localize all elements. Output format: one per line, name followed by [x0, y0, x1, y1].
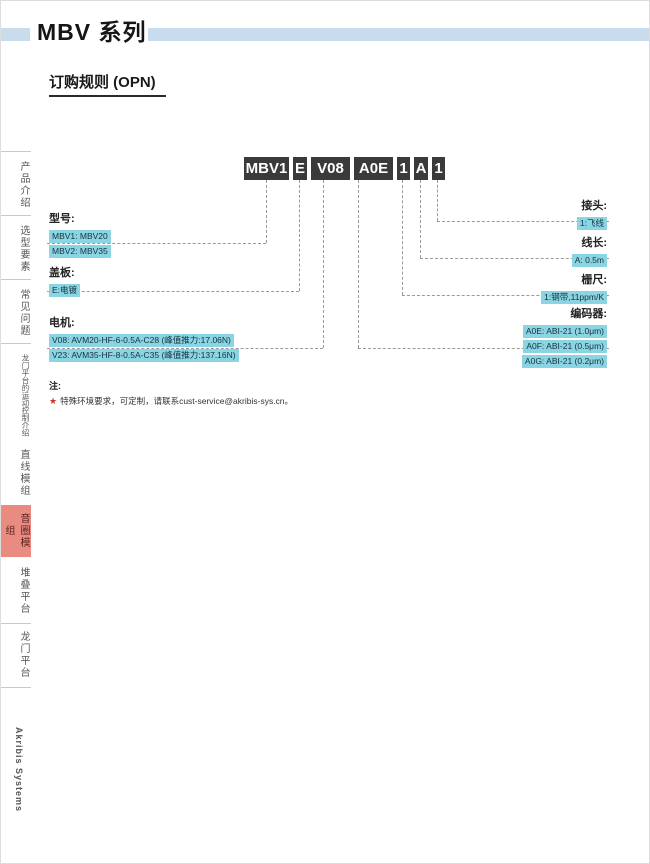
connector-line [402, 295, 609, 296]
part-number-segment: MBV1 [244, 157, 289, 180]
spec-option: 1:飞线 [576, 217, 607, 230]
star-icon: ★ [49, 396, 58, 406]
part-number-segment: A [414, 157, 428, 180]
spec-label: 电机: [49, 317, 75, 329]
spec-label: 编码器: [570, 308, 607, 320]
spec-option: V23: AVM35-HF-8-0.5A-C35 (峰值推力:137.16N) [49, 349, 239, 362]
header-accent-bar-right [148, 28, 649, 41]
sidebar-item-voice-coil-module[interactable]: 音圈模组 [1, 505, 31, 557]
brand-vertical-text: Akribis Systems [14, 727, 24, 813]
connector-line [323, 180, 324, 348]
sidebar-divider [1, 215, 31, 216]
sidebar-item-gantry-motion-control-intro[interactable]: 龙门平台的运动控制介绍 [21, 353, 30, 437]
connector-line [47, 348, 323, 349]
connector-line [402, 180, 403, 295]
connector-line [437, 221, 609, 222]
spec-option: V08: AVM20-HF-6-0.5A-C28 (峰值推力:17.06N) [49, 334, 234, 347]
sidebar-item-faq[interactable]: 常见问题 [18, 289, 29, 337]
sidebar-divider [1, 623, 31, 624]
sidebar-divider [1, 279, 31, 280]
part-number-segment: E [293, 157, 307, 180]
spec-group-motor: 电机: V08: AVM20-HF-6-0.5A-C28 (峰值推力:17.06… [49, 314, 239, 363]
spec-label: 盖板: [49, 267, 75, 279]
sidebar-item-stacked-stage[interactable]: 堆叠平台 [18, 567, 29, 615]
spec-group-connector: 接头: 1:飞线 [576, 197, 607, 231]
sidebar-item-linear-module[interactable]: 直线模组 [18, 449, 29, 497]
spec-group-cover: 盖板: E:电镀 [49, 264, 81, 298]
spec-option: MBV2: MBV35 [49, 245, 111, 258]
part-number-segment: 1 [432, 157, 445, 180]
connector-line [420, 258, 609, 259]
sidebar-item-selection-factors[interactable]: 选型要素 [18, 225, 29, 273]
spec-option: MBV1: MBV20 [49, 230, 111, 243]
section-title: 订购规则 (OPN) [49, 71, 166, 97]
connector-line [420, 180, 421, 258]
connector-line [299, 180, 300, 291]
note-block: 注: ★ 特殊环境要求，可定制，请联系cust-service@akribis-s… [49, 379, 293, 407]
connector-line [358, 180, 359, 348]
connector-line [47, 291, 299, 292]
header-accent-bar-left [1, 28, 30, 41]
sidebar-divider [1, 343, 31, 344]
spec-option: A: 0.5m [571, 254, 607, 267]
spec-group-scale: 栅尺: 1:钢带,11ppm/K [541, 271, 607, 305]
connector-line [47, 243, 266, 244]
spec-group-model: 型号: MBV1: MBV20 MBV2: MBV35 [49, 210, 111, 259]
sidebar-item-product-intro[interactable]: 产品介绍 [18, 161, 29, 209]
spec-option: A0F: ABI-21 (0.5μm) [523, 340, 607, 353]
connector-line [266, 180, 267, 243]
spec-group-encoder: 编码器: A0E: ABI-21 (1.0μm) A0F: ABI-21 (0.… [521, 305, 607, 369]
sidebar-divider [1, 687, 31, 688]
spec-label: 栅尺: [581, 274, 607, 286]
connector-line [358, 348, 609, 349]
spec-option: A0G: ABI-21 (0.2μm) [521, 355, 607, 368]
part-number-segment: 1 [397, 157, 410, 180]
note-label: 注: [49, 381, 61, 391]
spec-group-cable-length: 线长: A: 0.5m [571, 234, 607, 268]
spec-option: 1:钢带,11ppm/K [541, 291, 607, 304]
note-text: 特殊环境要求，可定制，请联系cust-service@akribis-sys.c… [60, 396, 294, 406]
spec-label: 线长: [581, 237, 607, 249]
sidebar-divider [1, 151, 31, 152]
spec-label: 型号: [49, 213, 75, 225]
spec-option: A0E: ABI-21 (1.0μm) [522, 325, 607, 338]
connector-line [437, 180, 438, 221]
sidebar-item-gantry-stage[interactable]: 龙门平台 [18, 631, 29, 679]
spec-option: E:电镀 [49, 284, 81, 297]
spec-label: 接头: [581, 200, 607, 212]
part-number-segment: V08 [311, 157, 350, 180]
page-title: MBV 系列 [37, 19, 147, 45]
part-number-segment: A0E [354, 157, 393, 180]
